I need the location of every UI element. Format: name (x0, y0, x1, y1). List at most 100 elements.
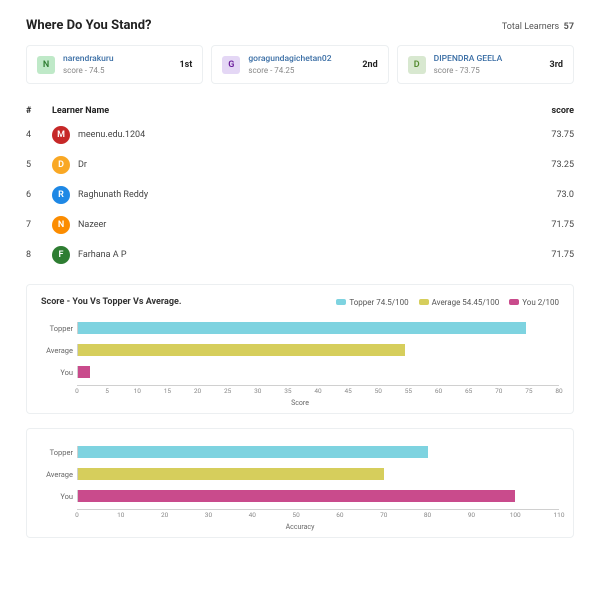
tick: 30 (205, 511, 212, 519)
legend-swatch (419, 299, 429, 305)
tick: 70 (380, 511, 387, 519)
tick: 50 (375, 387, 382, 395)
tick: 20 (194, 387, 201, 395)
bar-label: You (41, 368, 73, 377)
tick: 55 (405, 387, 412, 395)
rank: 7 (26, 220, 52, 230)
header: Where Do You Stand? Total Learners 57 (26, 18, 574, 33)
top3-cards: N narendrakuru score - 74.5 1st G goragu… (26, 45, 574, 84)
col-rank-header: # (26, 106, 52, 116)
tick: 10 (117, 511, 124, 519)
bar-row: You (77, 361, 559, 383)
top-card-2[interactable]: G goragundagichetan02 score - 74.25 2nd (211, 45, 388, 84)
learner-name: Raghunath Reddy (78, 190, 148, 200)
chart-legend: Topper 74.5/100Average 54.45/100You 2/10… (336, 298, 559, 307)
x-axis-label: Score (291, 399, 309, 407)
bar-fill (78, 468, 384, 480)
tick: 75 (525, 387, 532, 395)
bar-row: Topper (77, 441, 559, 463)
bar-fill (78, 344, 405, 356)
rank: 5 (26, 160, 52, 170)
score-chart: Score - You Vs Topper Vs Average. Topper… (26, 284, 574, 414)
tick: 70 (495, 387, 502, 395)
tick: 110 (554, 511, 565, 519)
rank: 6 (26, 190, 52, 200)
chart-body: TopperAverageYou051015202530354045505560… (41, 317, 559, 405)
tick: 10 (134, 387, 141, 395)
tick: 80 (555, 387, 562, 395)
tick: 100 (510, 511, 521, 519)
tick: 65 (465, 387, 472, 395)
bar-track (77, 322, 559, 334)
score: 73.0 (534, 190, 574, 200)
table-row[interactable]: 8F Farhana A P 71.75 (26, 240, 574, 270)
bar-fill (78, 490, 515, 502)
x-axis-label: Accuracy (286, 523, 315, 531)
learner-name: narendrakuru (63, 54, 171, 64)
tick: 5 (105, 387, 109, 395)
col-score-header: score (534, 106, 574, 116)
legend-swatch (509, 299, 519, 305)
learner-name: Nazeer (78, 220, 106, 230)
rank-label: 1st (179, 60, 192, 70)
legend-item: Average 54.45/100 (419, 298, 500, 307)
learner-name: Dr (78, 160, 87, 170)
avatar: N (52, 216, 70, 234)
top-card-3[interactable]: D DIPENDRA GEELA score - 73.75 3rd (397, 45, 574, 84)
learner-name: meenu.edu.1204 (78, 130, 145, 140)
bar-row: Average (77, 463, 559, 485)
bar-track (77, 344, 559, 356)
x-axis: 05101520253035404550556065707580 (77, 385, 559, 395)
x-axis: 0102030405060708090100110 (77, 509, 559, 519)
bar-track (77, 366, 559, 378)
rank: 8 (26, 250, 52, 260)
tick: 60 (336, 511, 343, 519)
bar-label: Topper (41, 324, 73, 333)
score: 73.25 (534, 160, 574, 170)
legend-item: You 2/100 (509, 298, 559, 307)
learner-score: score - 74.5 (63, 66, 171, 75)
rank-label: 2nd (362, 60, 377, 70)
rank-label: 3rd (550, 60, 563, 70)
bar-label: Average (41, 470, 73, 479)
chart-body: TopperAverageYou010203040506070809010011… (41, 441, 559, 529)
score: 71.75 (534, 250, 574, 260)
table-row[interactable]: 4Mmeenu.edu.120473.75 (26, 120, 574, 150)
top-card-1[interactable]: N narendrakuru score - 74.5 1st (26, 45, 203, 84)
tick: 35 (284, 387, 291, 395)
accuracy-chart: TopperAverageYou010203040506070809010011… (26, 428, 574, 538)
tick: 40 (314, 387, 321, 395)
table-row[interactable]: 7N Nazeer 71.75 (26, 210, 574, 240)
tick: 50 (292, 511, 299, 519)
tick: 15 (164, 387, 171, 395)
bar-fill (78, 446, 428, 458)
score: 71.75 (534, 220, 574, 230)
learner-score: score - 73.75 (434, 66, 542, 75)
tick: 25 (224, 387, 231, 395)
avatar: F (52, 246, 70, 264)
bar-track (77, 446, 559, 458)
avatar: R (52, 186, 70, 204)
avatar: D (408, 56, 426, 74)
table-body: 4Mmeenu.edu.120473.75 5D Dr 73.25 6R Raghunat… (26, 120, 574, 270)
avatar: M (52, 126, 70, 144)
bar-label: Average (41, 346, 73, 355)
tick: 90 (468, 511, 475, 519)
bar-label: Topper (41, 448, 73, 457)
table-row[interactable]: 6R Raghunath Reddy 73.0 (26, 180, 574, 210)
avatar: N (37, 56, 55, 74)
tick: 40 (249, 511, 256, 519)
avatar: G (222, 56, 240, 74)
bar-row: You (77, 485, 559, 507)
tick: 45 (344, 387, 351, 395)
tick: 80 (424, 511, 431, 519)
tick: 60 (435, 387, 442, 395)
table-row[interactable]: 5D Dr 73.25 (26, 150, 574, 180)
avatar: D (52, 156, 70, 174)
bar-row: Topper (77, 317, 559, 339)
bar-row: Average (77, 339, 559, 361)
learner-name: Farhana A P (78, 250, 127, 260)
bar-track (77, 490, 559, 502)
legend-swatch (336, 299, 346, 305)
learner-score: score - 74.25 (248, 66, 354, 75)
